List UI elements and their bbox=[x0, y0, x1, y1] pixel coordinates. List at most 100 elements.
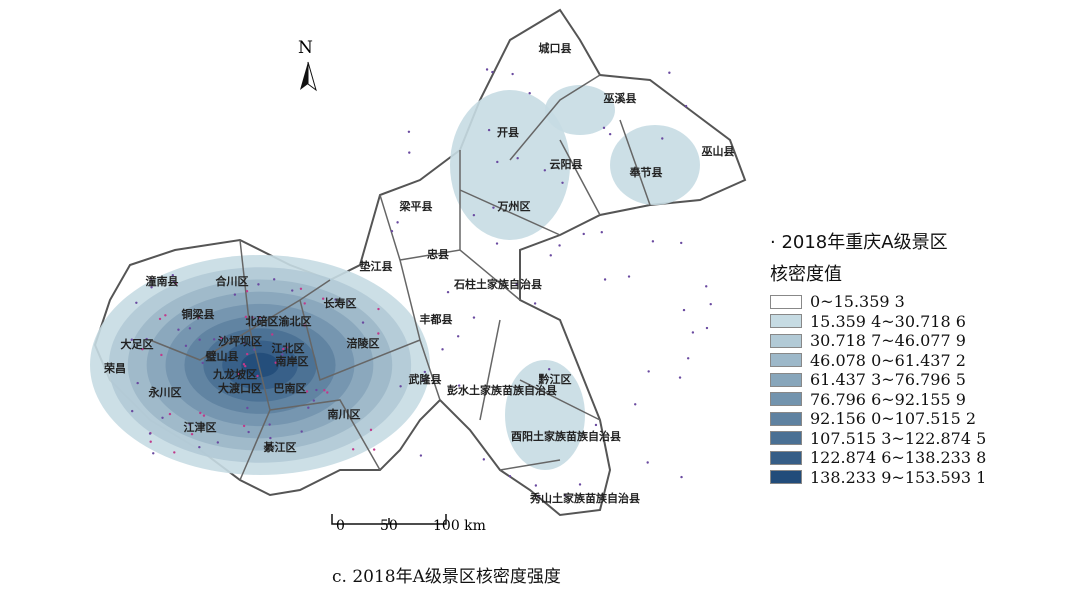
scenic-spot-point bbox=[647, 370, 650, 373]
scenic-spot-point bbox=[246, 406, 249, 410]
scenic-spot-point bbox=[197, 316, 200, 319]
district-label: 荣昌 bbox=[103, 361, 126, 375]
scenic-spot-point bbox=[705, 285, 708, 288]
district-label: 酉阳土家族苗族自治县 bbox=[511, 429, 621, 443]
district-label: 南川区 bbox=[328, 407, 361, 421]
scenic-spot-point bbox=[323, 389, 326, 392]
district-label: 万州区 bbox=[497, 200, 531, 213]
scenic-spot-point bbox=[472, 316, 476, 319]
scenic-spot-point bbox=[150, 286, 153, 289]
district-label: 九龙坡区 bbox=[212, 367, 257, 381]
scenic-spot-point bbox=[419, 454, 423, 457]
legend-item: 15.359 4~30.718 6 bbox=[770, 312, 986, 332]
north-arrow-icon bbox=[300, 61, 317, 92]
scale-tick-0: 0 bbox=[336, 518, 345, 534]
district-label: 沙坪坝区 bbox=[218, 334, 262, 348]
scenic-spot-point bbox=[326, 391, 329, 394]
scenic-spot-point bbox=[158, 317, 162, 321]
district-label: 奉节县 bbox=[629, 165, 663, 179]
scenic-spot-point bbox=[282, 347, 285, 351]
district-label: 黔江区 bbox=[539, 372, 572, 386]
legend-label: 30.718 7~46.077 9 bbox=[810, 331, 966, 351]
legend-swatch bbox=[770, 372, 802, 387]
scenic-spot-point bbox=[258, 316, 261, 319]
scenic-spot-point bbox=[300, 430, 303, 433]
scenic-spot-point bbox=[390, 229, 394, 233]
scenic-spot-point bbox=[257, 283, 260, 286]
legend-swatch bbox=[770, 333, 802, 348]
scenic-spot-point bbox=[441, 348, 444, 351]
legend-item: 122.874 6~138.233 8 bbox=[770, 448, 986, 468]
scenic-spot-point bbox=[582, 232, 585, 236]
scenic-spot-point bbox=[312, 399, 316, 402]
legend-title: 核密度值 bbox=[770, 264, 842, 285]
district-label: 云阳县 bbox=[550, 157, 583, 171]
legend-item: 107.515 3~122.874 5 bbox=[770, 429, 986, 449]
density-contour bbox=[241, 352, 279, 378]
scenic-spot-point bbox=[130, 409, 134, 413]
district-label: 开县 bbox=[497, 126, 519, 139]
scenic-spot-point bbox=[668, 71, 671, 74]
scenic-spot-point bbox=[423, 370, 427, 374]
district-label: 綦江区 bbox=[263, 440, 297, 454]
scenic-spot-point bbox=[201, 361, 204, 365]
scenic-spot-point bbox=[602, 126, 606, 130]
scenic-spot-point bbox=[272, 278, 276, 281]
scenic-spot-point bbox=[321, 297, 325, 300]
scenic-spot-points bbox=[130, 68, 712, 498]
scenic-spot-point bbox=[149, 440, 152, 443]
scenic-spot-point bbox=[271, 333, 274, 336]
scenic-spot-point bbox=[515, 283, 518, 286]
scenic-spot-point bbox=[244, 364, 247, 368]
legend-item: 61.437 3~76.796 5 bbox=[770, 370, 986, 390]
scenic-spot-point bbox=[188, 327, 192, 330]
district-label: 永川区 bbox=[148, 385, 182, 399]
district-boundaries bbox=[149, 74, 651, 481]
scenic-spot-point bbox=[233, 293, 237, 296]
scenic-spot-point bbox=[164, 314, 167, 317]
legend-label: 122.874 6~138.233 8 bbox=[810, 448, 987, 468]
scenic-spot-point bbox=[172, 280, 176, 283]
scenic-spot-point bbox=[516, 157, 519, 160]
scenic-spot-point bbox=[408, 151, 411, 154]
legend-label: 92.156 0~107.515 2 bbox=[810, 409, 977, 429]
scenic-spot-point bbox=[578, 483, 582, 486]
scenic-spot-point bbox=[305, 390, 309, 393]
scenic-spot-point bbox=[627, 275, 631, 278]
district-label: 合川区 bbox=[216, 274, 249, 288]
legend: · 2018年重庆A级景区 核密度值 0~15.359 3 15.359 4~30… bbox=[770, 228, 986, 487]
scenic-spot-point bbox=[684, 104, 688, 108]
legend-label: 138.233 9~153.593 1 bbox=[810, 467, 987, 487]
legend-swatch bbox=[770, 450, 802, 465]
district-label: 江北区 bbox=[272, 341, 305, 355]
district-label: 江津区 bbox=[184, 420, 217, 434]
scenic-spot-point bbox=[216, 441, 220, 444]
legend-item: 30.718 7~46.077 9 bbox=[770, 331, 986, 351]
scenic-spot-point bbox=[487, 128, 491, 132]
scenic-spot-point bbox=[399, 385, 402, 388]
scenic-spot-point bbox=[709, 302, 712, 306]
scenic-spot-point bbox=[251, 316, 254, 319]
district-label: 城口县 bbox=[539, 41, 572, 55]
district-label: 梁平县 bbox=[399, 199, 433, 213]
district-label: 忠县 bbox=[427, 247, 449, 261]
district-label: 秀山土家族苗族自治县 bbox=[529, 491, 640, 505]
scenic-spot-point bbox=[244, 315, 248, 319]
scenic-spot-point bbox=[351, 448, 355, 451]
scenic-spot-point bbox=[256, 374, 259, 378]
district-label: 巴南区 bbox=[274, 381, 307, 395]
scenic-spot-point bbox=[281, 353, 284, 356]
scenic-spot-point bbox=[424, 377, 427, 380]
legend-swatch bbox=[770, 294, 802, 309]
district-label: 涪陵区 bbox=[347, 336, 380, 350]
scenic-spot-point bbox=[372, 448, 376, 451]
scenic-spot-point bbox=[422, 379, 425, 382]
scenic-spot-point bbox=[496, 160, 499, 164]
scenic-spot-point bbox=[547, 368, 551, 371]
scenic-spot-point bbox=[245, 352, 249, 356]
legend-label: 0~15.359 3 bbox=[810, 292, 905, 312]
district-label: 丰都县 bbox=[420, 312, 453, 326]
scenic-spot-point bbox=[242, 424, 246, 428]
scenic-spot-point bbox=[188, 423, 191, 426]
